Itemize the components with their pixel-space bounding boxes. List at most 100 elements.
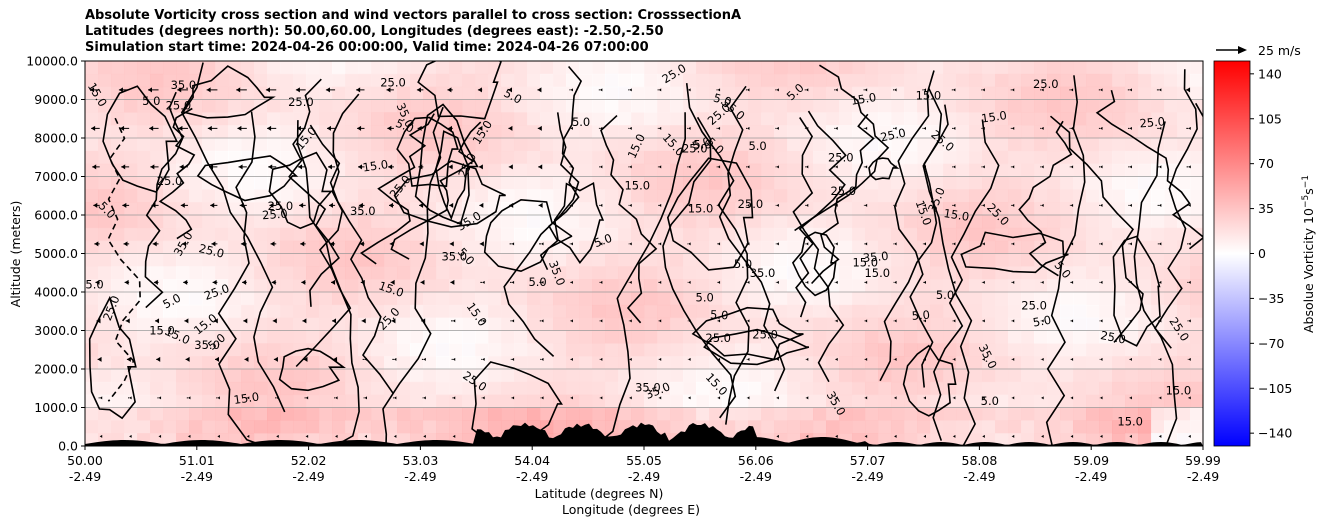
wind-vector-head — [238, 164, 243, 170]
field-cell — [1086, 433, 1100, 446]
field-cell — [410, 279, 424, 293]
field-cell — [670, 138, 684, 152]
wind-vector-head — [246, 434, 250, 438]
wind-vector-head — [479, 241, 484, 247]
wind-vector-head — [746, 396, 750, 400]
field-cell — [644, 215, 658, 229]
field-cell — [618, 138, 632, 152]
field-cell — [345, 227, 359, 242]
field-cell — [852, 317, 866, 332]
field-cell — [150, 381, 164, 396]
field-cell — [748, 86, 762, 101]
field-cell — [1099, 253, 1113, 267]
field-cell — [683, 279, 697, 293]
field-cell — [579, 215, 593, 229]
field-cell — [592, 176, 606, 190]
wind-vector-head — [688, 88, 691, 92]
field-cell — [852, 253, 866, 267]
field-cell — [657, 381, 671, 396]
field-cell — [904, 138, 918, 152]
field-cell — [670, 266, 684, 280]
field-cell — [1008, 433, 1022, 446]
field-cell — [657, 176, 671, 190]
field-cell — [1073, 99, 1087, 113]
wind-vector-head — [419, 241, 424, 247]
field-cell — [657, 317, 671, 332]
field-cell — [124, 266, 138, 280]
field-cell — [1190, 317, 1203, 332]
field-cell — [163, 343, 177, 357]
field-cell — [150, 112, 164, 126]
field-cell — [1177, 253, 1191, 267]
contour-label: 5.0 — [394, 116, 416, 136]
field-cell — [319, 356, 333, 370]
field-cell — [1021, 407, 1035, 421]
wind-vector-head — [688, 126, 691, 130]
field-cell — [176, 253, 190, 267]
field-cell — [904, 227, 918, 242]
field-cell — [813, 99, 827, 113]
field-cell — [826, 99, 840, 113]
field-cell — [371, 112, 385, 126]
field-cell — [371, 420, 385, 434]
field-cell — [839, 61, 853, 75]
field-cell — [1112, 73, 1126, 88]
field-cell — [85, 215, 99, 229]
field-cell — [761, 343, 775, 357]
field-cell — [397, 343, 411, 357]
field-cell — [826, 61, 840, 75]
wind-vector-head — [393, 434, 397, 438]
field-cell — [878, 227, 892, 242]
field-cell — [1177, 125, 1191, 139]
field-cell — [865, 240, 879, 255]
field-cell — [293, 292, 307, 306]
field-cell — [761, 394, 775, 409]
field-cell — [982, 86, 996, 101]
field-cell — [592, 61, 606, 75]
field-cell — [332, 304, 346, 319]
field-cell — [761, 125, 775, 139]
field-cell — [735, 292, 749, 306]
field-cell — [488, 86, 502, 101]
field-cell — [683, 292, 697, 306]
field-cell — [1125, 394, 1139, 409]
field-cell — [397, 330, 411, 344]
field-cell — [995, 240, 1009, 255]
field-cell — [969, 227, 983, 242]
field-cell — [787, 407, 801, 421]
field-cell — [293, 215, 307, 229]
wind-vector-head — [1100, 396, 1103, 400]
wind-vector-head — [746, 203, 750, 207]
field-cell — [1164, 86, 1178, 101]
field-cell — [1086, 381, 1100, 396]
field-cell — [1125, 73, 1139, 88]
field-cell — [1034, 150, 1048, 165]
field-cell — [605, 407, 619, 421]
field-cell — [410, 330, 424, 344]
field-cell — [670, 330, 684, 344]
field-cell — [644, 253, 658, 267]
field-cell — [124, 279, 138, 293]
field-cell — [150, 420, 164, 434]
field-cell — [878, 61, 892, 75]
field-cell — [488, 317, 502, 332]
field-cell — [397, 163, 411, 178]
field-cell — [189, 343, 203, 357]
field-cell — [566, 215, 580, 229]
field-cell — [566, 240, 580, 255]
field-cell — [475, 407, 489, 421]
wind-vector-head — [452, 357, 456, 361]
contour-line — [180, 62, 286, 413]
field-cell — [1125, 138, 1139, 152]
field-cell — [1164, 369, 1178, 383]
field-cell — [436, 420, 450, 434]
field-cell — [553, 125, 567, 139]
field-cell — [449, 176, 463, 190]
field-cell — [995, 86, 1009, 101]
field-cell — [1021, 381, 1035, 396]
field-cell — [514, 215, 528, 229]
contour-label: 35.0 — [441, 249, 467, 263]
field-cell — [449, 420, 463, 434]
wind-vector-head — [658, 165, 662, 169]
field-cell — [839, 138, 853, 152]
